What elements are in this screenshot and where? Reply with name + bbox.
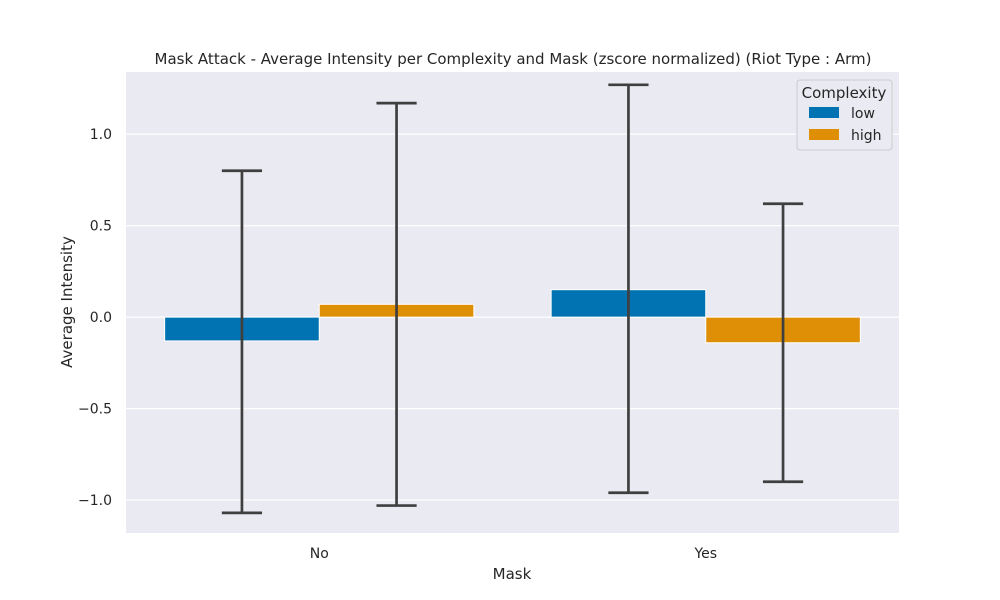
y-tick-label: −0.5 [78, 402, 112, 418]
x-axis-label: Mask [493, 565, 532, 583]
error-bars [221, 83, 804, 515]
y-axis-ticks: 1.0 0.5 0.0 −0.5 −1.0 [78, 127, 112, 509]
x-axis-ticks: No Yes [310, 546, 717, 562]
chart-title: Mask Attack - Average Intensity per Comp… [155, 50, 872, 68]
legend-label-high: high [851, 128, 882, 144]
legend-title: Complexity [802, 84, 887, 102]
y-tick-label: 1.0 [90, 127, 112, 143]
y-tick-label: 0.5 [90, 219, 112, 235]
legend-swatch-high [809, 129, 839, 140]
y-tick-label: 0.0 [90, 310, 112, 326]
y-tick-label: −1.0 [78, 493, 112, 509]
legend-swatch-low [809, 107, 839, 118]
x-tick-label: No [310, 546, 329, 562]
x-tick-label: Yes [693, 546, 717, 562]
legend: Complexity low high [796, 79, 893, 151]
plot-area [126, 72, 899, 533]
legend-label-low: low [851, 106, 875, 122]
y-axis-label: Average Intensity [58, 236, 76, 368]
